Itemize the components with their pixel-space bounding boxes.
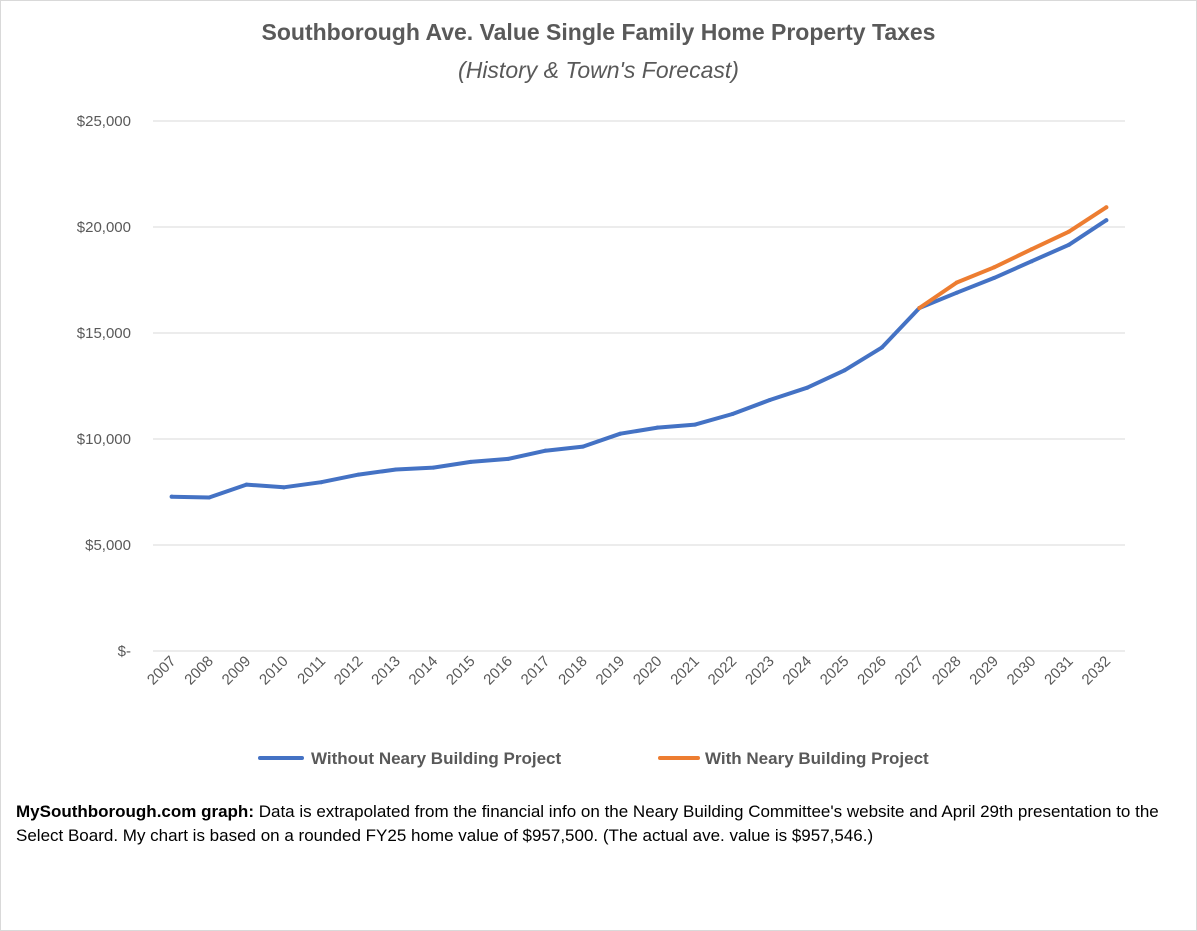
data-point — [207, 495, 212, 500]
data-point — [655, 425, 660, 430]
data-point — [543, 448, 548, 453]
data-point — [580, 444, 585, 449]
data-point — [954, 280, 959, 285]
y-tick-label: $20,000 — [77, 219, 131, 236]
chart-note: MySouthborough.com graph: Data is extrap… — [16, 800, 1186, 848]
x-tick-label: 2022 — [705, 653, 741, 689]
x-tick-label: 2015 — [443, 653, 479, 689]
y-tick-label: $- — [118, 643, 131, 660]
x-tick-label: 2024 — [779, 653, 815, 689]
data-point — [506, 456, 511, 461]
y-tick-label: $15,000 — [77, 325, 131, 342]
x-tick-label: 2019 — [593, 653, 629, 689]
data-point — [281, 485, 286, 490]
x-tick-label: 2017 — [518, 653, 554, 689]
data-point — [618, 431, 623, 436]
data-point — [954, 290, 959, 295]
y-tick-label: $25,000 — [77, 113, 131, 130]
x-tick-label: 2011 — [294, 653, 329, 688]
data-point — [1029, 259, 1034, 264]
data-point — [767, 397, 772, 402]
x-tick-label: 2020 — [630, 653, 666, 689]
x-tick-label: 2028 — [929, 653, 965, 689]
data-point — [319, 480, 324, 485]
x-tick-label: 2032 — [1079, 653, 1115, 689]
x-tick-label: 2030 — [1004, 653, 1040, 689]
data-point — [880, 345, 884, 350]
x-tick-label: 2012 — [331, 653, 367, 689]
x-tick-label: 2014 — [406, 653, 442, 689]
legend-label: With Neary Building Project — [705, 749, 929, 768]
data-point — [805, 385, 810, 390]
x-tick-label: 2031 — [1041, 653, 1077, 689]
data-point — [1066, 229, 1071, 234]
data-point — [356, 472, 361, 477]
data-point — [468, 459, 473, 464]
x-tick-label: 2016 — [480, 653, 516, 689]
x-tick-label: 2026 — [854, 653, 890, 689]
data-point — [244, 482, 249, 487]
note-source: MySouthborough.com graph: — [16, 802, 254, 821]
x-tick-label: 2009 — [219, 653, 255, 689]
x-tick-label: 2029 — [966, 653, 1002, 689]
x-tick-label: 2010 — [256, 653, 292, 689]
chart-subtitle: (History & Town's Forecast) — [458, 57, 739, 83]
x-tick-label: 2021 — [667, 653, 703, 689]
legend-label: Without Neary Building Project — [311, 749, 561, 768]
data-point — [431, 465, 436, 470]
note-text: Data is extrapolated from the financial … — [16, 802, 1159, 845]
data-point — [1029, 247, 1034, 252]
x-tick-label: 2025 — [817, 653, 853, 689]
x-tick-label: 2018 — [555, 653, 591, 689]
x-tick-label: 2027 — [892, 653, 928, 689]
data-point — [169, 494, 174, 499]
data-point — [394, 467, 398, 472]
y-tick-label: $10,000 — [77, 431, 131, 448]
data-point — [1066, 242, 1071, 247]
data-point — [1104, 205, 1109, 210]
data-point — [917, 305, 922, 310]
y-tick-label: $5,000 — [85, 537, 131, 554]
data-point — [992, 265, 997, 270]
data-point — [992, 275, 997, 280]
x-tick-label: 2023 — [742, 653, 778, 689]
x-tick-label: 2013 — [368, 653, 404, 689]
line-chart: $- $5,000 $10,000 $15,000 $20,000 $25,000 2007… — [77, 113, 1125, 768]
x-tick-label: 2008 — [181, 653, 217, 689]
x-tick-label: 2007 — [144, 653, 180, 689]
data-point — [693, 422, 698, 427]
data-point — [1104, 218, 1109, 223]
series-line-2 — [917, 205, 1109, 310]
series-line-1 — [169, 218, 1109, 500]
data-point — [730, 411, 735, 416]
chart-title: Southborough Ave. Value Single Family Ho… — [261, 19, 936, 45]
data-point — [842, 368, 847, 373]
